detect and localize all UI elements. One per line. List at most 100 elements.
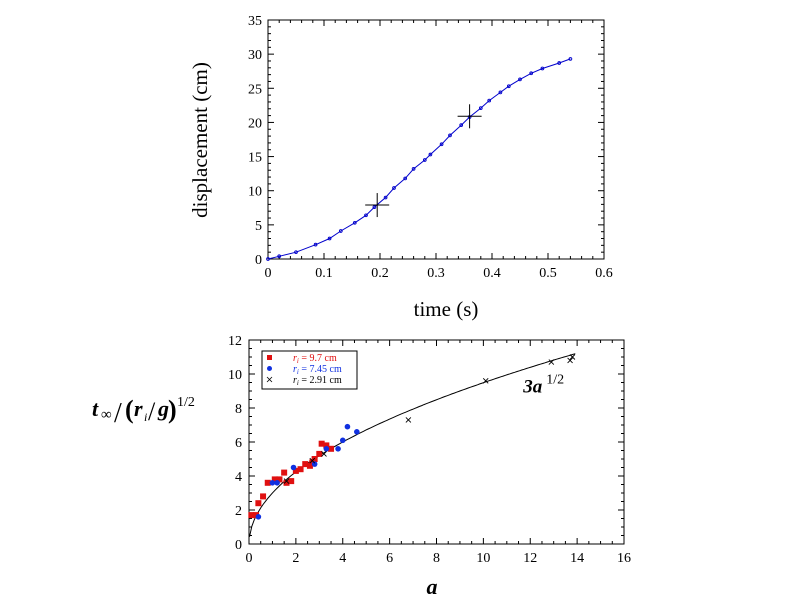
- legend-item: ri = 7.45 cm: [267, 364, 342, 376]
- y-tick-label: 6: [235, 436, 242, 451]
- x-tick-label: 0.5: [539, 266, 557, 281]
- x-tick-label: 0: [265, 266, 272, 281]
- y-tick-label: 0: [255, 253, 262, 268]
- tick-marks: [267, 19, 605, 260]
- data-point-square: [260, 493, 267, 500]
- y-tick-label: 10: [228, 368, 242, 383]
- y-tick-label: 25: [248, 82, 262, 97]
- data-point: [411, 167, 416, 171]
- data-point: [428, 152, 433, 157]
- data-point: [459, 123, 464, 128]
- data-point-x: [405, 417, 412, 423]
- y-tick-label: 15: [248, 151, 262, 166]
- data-point: [352, 220, 357, 225]
- x-tick-label: 0.6: [595, 266, 613, 281]
- data-point-square: [292, 467, 299, 474]
- data-point: [294, 250, 298, 255]
- data-point-square: [297, 466, 304, 473]
- data-point: [372, 205, 377, 209]
- data-point-circle: [269, 480, 276, 486]
- data-point-square: [276, 476, 283, 483]
- y-axis-title: displacement (cm): [188, 62, 212, 218]
- x-tick-label: 16: [617, 551, 631, 566]
- y-title-g: g: [157, 396, 169, 421]
- x-tick-label: 0.1: [315, 266, 333, 281]
- data-point: [506, 84, 511, 89]
- data-layer: [266, 57, 573, 261]
- data-point-x: [482, 377, 489, 384]
- x-tick-labels: 0 0.1 0.2 0.3 0.4 0.5 0.6: [265, 266, 613, 281]
- data-point-x: [283, 478, 290, 484]
- data-point-x: [569, 354, 576, 360]
- x-axis-title: a: [427, 574, 438, 599]
- data-point-square: [255, 500, 262, 507]
- data-point-square: [306, 462, 313, 469]
- y-tick-label: 20: [248, 116, 262, 131]
- data-point: [403, 176, 408, 181]
- plus-marker: [365, 193, 390, 218]
- scaled-time-chart: 0 2 4 6 8 10 12 14 16 0 2 4 6 8 10 12 a t ∞ / ( r i / …: [92, 334, 631, 599]
- data-point: [557, 61, 562, 65]
- x-tick-label: 10: [476, 551, 490, 566]
- y-title-slash-inner: /: [148, 397, 156, 426]
- data-point-x: [309, 457, 316, 464]
- legend-label: ri = 9.7 cm: [293, 353, 337, 365]
- data-point-circle: [339, 437, 346, 444]
- x-tick-label: 14: [570, 551, 584, 566]
- data-point: [478, 106, 483, 110]
- y-title-t: t: [92, 396, 99, 421]
- x-tick-label: 8: [433, 551, 440, 566]
- x-tick-label: 0.2: [371, 266, 389, 281]
- data-point: [364, 213, 368, 218]
- data-point: [313, 242, 318, 247]
- y-title-exponent: 1/2: [177, 395, 195, 410]
- data-point-circle: [274, 480, 280, 486]
- y-tick-labels: 0 5 10 15 20 25 30 35: [248, 14, 262, 268]
- legend-box: [261, 350, 358, 390]
- y-tick-label: 4: [235, 470, 242, 485]
- data-point: [529, 71, 534, 76]
- data-point: [383, 195, 388, 200]
- data-point-circle: [323, 446, 330, 452]
- y-tick-label: 30: [248, 48, 262, 63]
- data-point: [568, 57, 573, 61]
- x-tick-label: 0.3: [427, 266, 445, 281]
- data-point-x: [567, 357, 573, 364]
- data-point-circle: [290, 464, 297, 471]
- y-tick-label: 2: [235, 504, 242, 519]
- y-tick-label: 35: [248, 14, 262, 29]
- data-point-square: [271, 476, 278, 483]
- y-title-r-subscript: i: [144, 410, 147, 424]
- data-point: [518, 77, 522, 82]
- data-point-square: [316, 450, 323, 457]
- data-point-circle: [354, 429, 360, 435]
- y-axis-title: t ∞ / ( r i / g ) 1/2: [92, 395, 195, 429]
- y-tick-label: 12: [228, 334, 242, 349]
- data-point: [277, 254, 282, 259]
- data-point-square: [309, 459, 316, 466]
- legend-marker-circle: [267, 366, 272, 371]
- x-tick-label: 2: [292, 551, 299, 566]
- data-point-square: [302, 461, 309, 468]
- data-point: [392, 186, 396, 190]
- y-title-infinity: ∞: [101, 407, 112, 423]
- y-title-r: r: [134, 396, 143, 421]
- data-point-square: [318, 440, 325, 447]
- x-axis-title: time (s): [414, 297, 479, 321]
- tick-marks: [248, 339, 625, 545]
- y-tick-label: 0: [235, 538, 242, 553]
- series-line: [267, 58, 571, 260]
- data-point: [498, 90, 503, 95]
- y-tick-label: 5: [255, 219, 262, 234]
- plot-frame: [267, 19, 605, 260]
- data-layer: [248, 353, 576, 537]
- legend-item: ri = 9.7 cm: [267, 353, 337, 365]
- annotation-exponent: 1/2: [546, 373, 564, 388]
- data-point-square: [288, 478, 295, 485]
- data-point-square: [281, 469, 288, 476]
- y-tick-label: 10: [248, 185, 262, 200]
- x-tick-label: 4: [339, 551, 346, 566]
- data-point-square: [264, 479, 271, 486]
- data-point-square: [248, 512, 255, 519]
